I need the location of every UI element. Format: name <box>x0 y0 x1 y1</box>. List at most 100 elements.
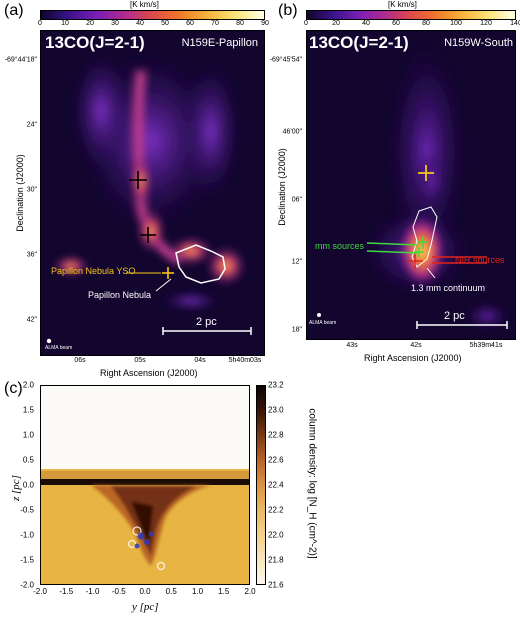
tick-label: 50 <box>161 20 169 27</box>
panel-b-continuum-label: 1.3 mm continuum <box>411 283 486 293</box>
tick-label: 1.0 <box>22 430 34 440</box>
tick-label: 60 <box>392 20 400 27</box>
panel-c-y-label: z [pc] <box>10 475 22 501</box>
panel-b-colorbar-ticks: 0 20 40 60 80 100 120 140 <box>304 20 520 30</box>
tick-label: 05s <box>134 357 146 364</box>
panel-b-letter: (b) <box>278 2 298 19</box>
panel-c-plot <box>40 385 250 585</box>
panel-a-x-ticks: 06s 05s 04s 5h40m03s <box>40 357 265 369</box>
panel-b-emission-image <box>317 41 509 330</box>
tick-label: 0 <box>38 20 42 27</box>
panel-b-y-label: Declination (J2000) <box>277 148 287 226</box>
panel-b-nir-label: NIR sources <box>455 255 505 265</box>
tick-label: 22.4 <box>268 480 284 490</box>
tick-label: 06s <box>74 357 86 364</box>
tick-label: 0 <box>304 20 308 27</box>
tick-label: 2.0 <box>244 587 256 596</box>
panel-a-region: N159E-Papillon <box>181 37 258 49</box>
tick-label: 60 <box>186 20 194 27</box>
tick-label: 1.5 <box>22 405 34 415</box>
panel-b-title: 13CO(J=2-1) <box>309 33 409 52</box>
tick-label: 04s <box>194 357 206 364</box>
tick-label: 40 <box>136 20 144 27</box>
tick-label: -2.0 <box>33 587 47 596</box>
tick-label: 0.5 <box>22 455 34 465</box>
tick-label: -1.5 <box>59 587 74 596</box>
panel-a-map: 13CO(J=2-1) N159E-Papillon Papillon Nebu… <box>40 30 265 356</box>
tick-label: 140 <box>510 20 520 27</box>
panel-b-beam-label: ALMA beam <box>309 320 337 326</box>
tick-label: 36" <box>26 251 37 259</box>
tick-label: 21.6 <box>268 580 284 590</box>
tick-label: 06" <box>291 196 302 204</box>
tick-label: 22.0 <box>268 530 284 540</box>
panel-b-scale-label: 2 pc <box>444 310 465 322</box>
panel-a-letter: (a) <box>4 2 24 19</box>
tick-label: -69°45'54" <box>269 56 302 64</box>
panel-a-emission-image <box>46 51 252 344</box>
panel-b-map: 13CO(J=2-1) N159W-South mm sources NIR s… <box>306 30 516 340</box>
panel-b-region: N159W-South <box>444 37 513 49</box>
tick-label: -69°44'18" <box>4 56 37 64</box>
tick-label: 22.8 <box>268 430 284 440</box>
panel-c-simulation-image <box>41 386 249 584</box>
tick-label: 42" <box>26 316 37 324</box>
panel-a-colorbar-ticks: 0 10 20 30 40 50 60 70 80 90 <box>38 20 269 30</box>
tick-label: 46'00" <box>282 128 302 136</box>
tick-label: 80 <box>236 20 244 27</box>
tick-label: 10 <box>61 20 69 27</box>
panel-c-x-ticks: -2.0 -1.5 -1.0 -0.5 0.0 0.5 1.0 1.5 2.0 <box>33 587 255 599</box>
tick-label: 70 <box>211 20 219 27</box>
panel-c-letter: (c) <box>4 380 23 397</box>
panel-c-colorbar-label: column density: log [N_H (cm^-2)] <box>306 408 318 559</box>
tick-label: 22.6 <box>268 455 284 465</box>
tick-label: 12" <box>291 258 302 266</box>
tick-label: 0.0 <box>22 480 34 490</box>
tick-label: 1.5 <box>218 587 230 596</box>
panel-a-nebula-label: Papillon Nebula <box>88 290 152 300</box>
panel-a-colorbar-unit: [K km/s] <box>130 0 159 9</box>
tick-label: -0.5 <box>20 505 34 515</box>
tick-label: 43s <box>346 342 358 349</box>
tick-label: 23.2 <box>268 380 284 390</box>
tick-label: 80 <box>422 20 430 27</box>
tick-label: 100 <box>450 20 462 27</box>
tick-label: 24" <box>26 121 37 129</box>
tick-label: 120 <box>480 20 492 27</box>
tick-label: 20 <box>86 20 94 27</box>
tick-label: 5h40m03s <box>228 357 262 364</box>
panel-b-y-ticks: -69°45'54" 46'00" 06" 12" 18" <box>258 30 304 340</box>
panel-b-x-label: Right Ascension (J2000) <box>364 353 462 363</box>
tick-label: 2.0 <box>22 380 34 390</box>
panel-b-colorbar-unit: [K km/s] <box>388 0 417 9</box>
panel-a-scale-label: 2 pc <box>196 316 217 328</box>
panel-b-x-ticks: 43s 42s 5h39m41s <box>306 342 516 354</box>
tick-label: 22.2 <box>268 505 284 515</box>
tick-label: 21.8 <box>268 555 284 565</box>
panel-b-colorbar <box>306 10 516 20</box>
panel-c-colorbar-ticks: 23.2 23.0 22.8 22.6 22.4 22.2 22.0 21.8 21.6 <box>268 381 298 590</box>
tick-label: -1.5 <box>20 555 34 565</box>
tick-label: 18" <box>291 326 302 334</box>
tick-label: 90 <box>261 20 269 27</box>
tick-label: -0.5 <box>111 587 126 596</box>
panel-c-x-label: y [pc] <box>132 601 159 613</box>
tick-label: -1.0 <box>20 530 34 540</box>
panel-a-y-label: Declination (J2000) <box>15 154 25 232</box>
tick-label: 30 <box>111 20 119 27</box>
panel-a-x-label: Right Ascension (J2000) <box>100 368 198 378</box>
panel-a-yso-label: Papillon Nebula YSO <box>51 266 136 276</box>
panel-c-y-ticks: 2.0 1.5 1.0 0.5 0.0 -0.5 -1.0 -1.5 -2.0 <box>0 381 36 590</box>
panel-a-colorbar <box>40 10 265 20</box>
tick-label: 20 <box>332 20 340 27</box>
tick-label: 0.0 <box>139 587 151 596</box>
tick-label: 0.5 <box>165 587 177 596</box>
tick-label: 40 <box>362 20 370 27</box>
tick-label: 5h39m41s <box>469 342 503 349</box>
panel-a-title: 13CO(J=2-1) <box>45 33 145 52</box>
tick-label: -1.0 <box>85 587 100 596</box>
panel-a-y-ticks: -69°44'18" 24" 30" 36" 42" <box>0 30 39 356</box>
tick-label: 1.0 <box>191 587 204 596</box>
panel-c-colorbar <box>256 385 266 585</box>
panel-b-mm-label: mm sources <box>315 241 365 251</box>
